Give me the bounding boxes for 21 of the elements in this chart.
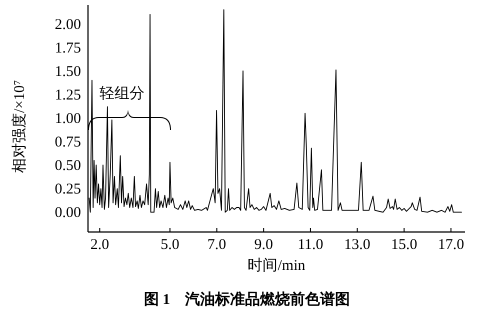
- y-tick-label: 0.75: [54, 134, 81, 151]
- x-tick-label: 9.0: [254, 237, 273, 253]
- x-tick-label: 7.0: [207, 237, 226, 253]
- y-tick-label: 0.25: [54, 182, 81, 198]
- x-tick-label: 11.0: [298, 237, 324, 253]
- x-tick-label: 13.0: [344, 237, 370, 253]
- x-tick-label: 5.0: [160, 237, 180, 253]
- y-tick-label: 1.50: [54, 64, 81, 80]
- x-tick-label: 15.0: [390, 237, 418, 253]
- y-tick-label: 2.00: [54, 16, 81, 33]
- x-axis-title: 时间/min: [248, 257, 306, 274]
- y-tick-label: 0.00: [54, 205, 81, 222]
- annotation: 轻组分: [100, 85, 144, 102]
- y-tick-label: 1.00: [54, 111, 81, 128]
- y-tick-label: 0.50: [54, 158, 81, 174]
- x-tick-label: 2.0: [90, 237, 110, 253]
- y-tick-label: 1.25: [54, 87, 81, 104]
- y-tick-label: 1.75: [54, 40, 81, 56]
- text: 图 1 汽油标准品燃烧前色谱图: [144, 290, 350, 308]
- y-axis-title: 相对强度/×10⁷: [11, 80, 28, 173]
- x-tick-label: 17.0: [438, 237, 464, 253]
